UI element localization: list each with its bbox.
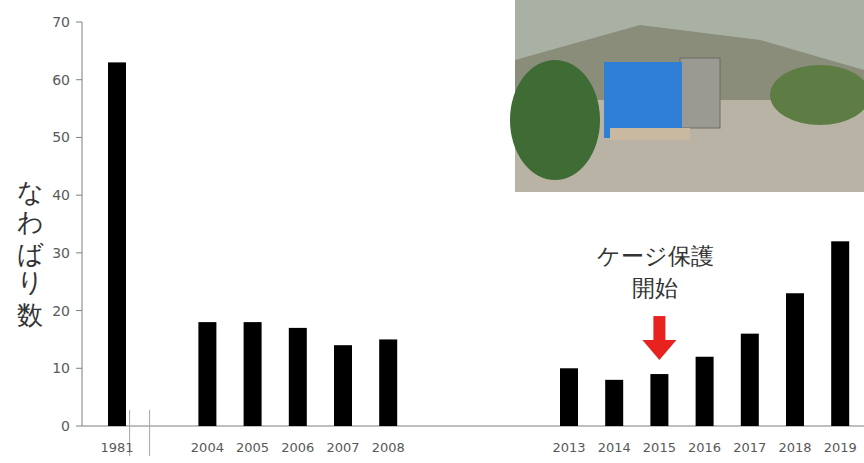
bar bbox=[741, 334, 759, 426]
x-tick-label: 2004 bbox=[191, 440, 224, 455]
y-axis-label: なわばり数 bbox=[15, 162, 45, 328]
annotation-line: ケージ保護 bbox=[597, 243, 714, 269]
photo-bush bbox=[510, 60, 600, 180]
y-tick-label: 30 bbox=[52, 245, 70, 261]
x-tick-label: 2019 bbox=[824, 440, 857, 455]
x-tick-label: 2008 bbox=[372, 440, 405, 455]
chart-svg: 0 10 20 30 40 50 60 70 なわばり数 1981 2004 2005 2006 2007… bbox=[0, 0, 864, 463]
y-tick-label: 60 bbox=[52, 72, 70, 88]
photo-bush bbox=[770, 65, 864, 125]
y-tick bbox=[76, 252, 82, 253]
annotation-line: 開始 bbox=[632, 275, 678, 301]
y-tick-label: 70 bbox=[52, 14, 70, 30]
bar bbox=[379, 339, 397, 426]
y-tick-label: 10 bbox=[52, 360, 70, 376]
bar bbox=[244, 322, 262, 426]
y-tick bbox=[76, 426, 82, 427]
bars bbox=[108, 62, 849, 426]
x-tick-label: 2007 bbox=[326, 440, 359, 455]
y-tick bbox=[76, 137, 82, 138]
x-tick-label: 2013 bbox=[552, 440, 585, 455]
x-tick-label: 2005 bbox=[236, 440, 269, 455]
x-tick-label: 2014 bbox=[598, 440, 631, 455]
y-tick bbox=[76, 79, 82, 80]
x-tick-label: 2006 bbox=[281, 440, 314, 455]
bar bbox=[605, 380, 623, 426]
photo-stones bbox=[610, 128, 690, 140]
y-tick-label: 0 bbox=[61, 418, 70, 434]
x-tick-label: 2018 bbox=[778, 440, 811, 455]
bar bbox=[289, 328, 307, 426]
chart-root: 0 10 20 30 40 50 60 70 なわばり数 1981 2004 2005 2006 2007… bbox=[0, 0, 864, 463]
x-tick-label: 1981 bbox=[100, 440, 133, 455]
y-tick bbox=[76, 310, 82, 311]
axis-break bbox=[149, 410, 150, 456]
annotation: ケージ保護開始 bbox=[597, 243, 714, 301]
annotation-arrow-head bbox=[642, 340, 676, 360]
photo-tarp bbox=[604, 62, 682, 138]
y-tick-label: 40 bbox=[52, 187, 70, 203]
annotation-arrow-shaft bbox=[653, 316, 665, 342]
y-axis-line bbox=[82, 22, 83, 426]
bar bbox=[560, 368, 578, 426]
bar bbox=[198, 322, 216, 426]
x-tick-label: 2017 bbox=[733, 440, 766, 455]
y-tick bbox=[76, 368, 82, 369]
bar bbox=[334, 345, 352, 426]
y-tick-label: 20 bbox=[52, 303, 70, 319]
bar bbox=[650, 374, 668, 426]
bar bbox=[108, 62, 126, 426]
x-tick-label: 2016 bbox=[688, 440, 721, 455]
y-tick bbox=[76, 195, 82, 196]
bar bbox=[786, 293, 804, 426]
bar bbox=[696, 357, 714, 426]
y-tick bbox=[76, 22, 82, 23]
photo-inset bbox=[510, 0, 864, 192]
y-tick-label: 50 bbox=[52, 129, 70, 145]
bar bbox=[831, 241, 849, 426]
photo-cage bbox=[680, 58, 720, 128]
x-tick-label: 2015 bbox=[643, 440, 676, 455]
